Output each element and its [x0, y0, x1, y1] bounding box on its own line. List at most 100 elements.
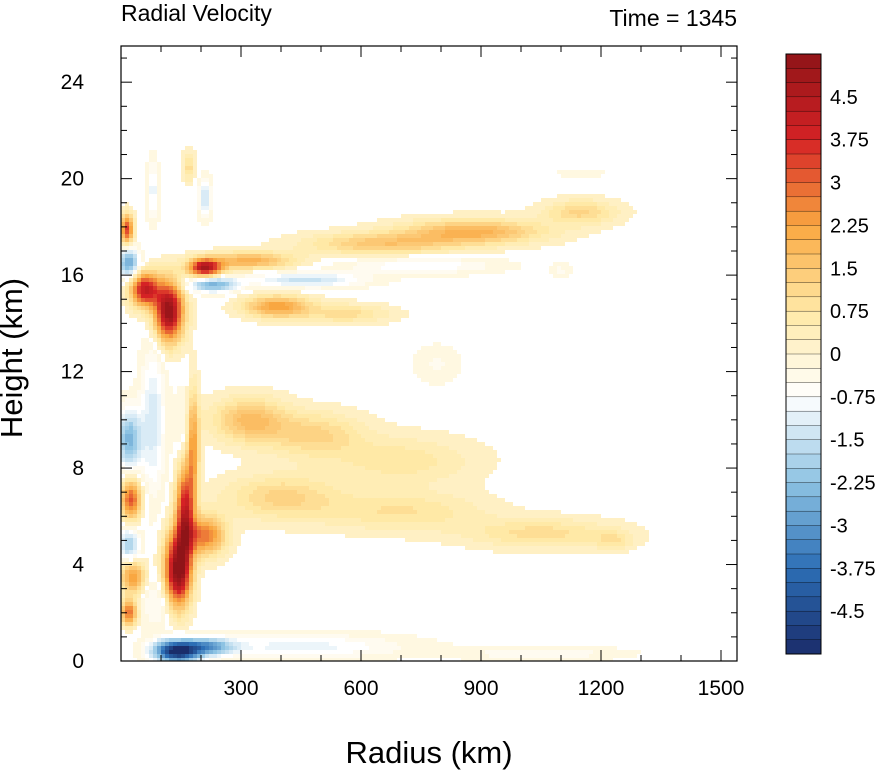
- heatmap-cell: [161, 286, 165, 290]
- heatmap-cell: [457, 222, 461, 226]
- heatmap-cell: [381, 474, 385, 478]
- heatmap-cell: [265, 398, 269, 402]
- heatmap-cell: [165, 454, 169, 458]
- heatmap-cell: [333, 474, 337, 478]
- heatmap-cell: [173, 414, 177, 418]
- heatmap-cell: [517, 506, 521, 510]
- heatmap-cell: [177, 450, 181, 454]
- heatmap-cell: [449, 258, 453, 262]
- heatmap-cell: [397, 222, 401, 226]
- heatmap-cell: [189, 346, 193, 350]
- heatmap-cell: [185, 438, 189, 442]
- heatmap-cell: [297, 406, 301, 410]
- heatmap-cell: [413, 370, 417, 374]
- heatmap-cell: [121, 262, 125, 266]
- heatmap-cell: [317, 430, 321, 434]
- heatmap-cell: [421, 498, 425, 502]
- heatmap-cell: [153, 446, 157, 450]
- heatmap-cell: [329, 270, 333, 274]
- heatmap-cell: [181, 170, 185, 174]
- heatmap-cell: [573, 198, 577, 202]
- heatmap-cell: [121, 494, 125, 498]
- heatmap-cell: [393, 506, 397, 510]
- heatmap-cell: [441, 250, 445, 254]
- heatmap-cell: [345, 470, 349, 474]
- heatmap-cell: [293, 506, 297, 510]
- heatmap-cell: [389, 218, 393, 222]
- heatmap-cell: [253, 454, 257, 458]
- heatmap-cell: [129, 510, 133, 514]
- heatmap-cell: [333, 306, 337, 310]
- heatmap-cell: [457, 230, 461, 234]
- heatmap-cell: [197, 182, 201, 186]
- heatmap-cell: [161, 258, 165, 262]
- heatmap-cell: [309, 422, 313, 426]
- heatmap-cell: [333, 414, 337, 418]
- heatmap-cell: [625, 206, 629, 210]
- heatmap-cell: [129, 454, 133, 458]
- heatmap-cell: [441, 478, 445, 482]
- heatmap-cell: [309, 230, 313, 234]
- heatmap-cell: [129, 446, 133, 450]
- heatmap-cell: [225, 426, 229, 430]
- heatmap-cell: [205, 210, 209, 214]
- heatmap-cell: [317, 318, 321, 322]
- heatmap-cell: [609, 206, 613, 210]
- heatmap-cell: [145, 218, 149, 222]
- heatmap-cell: [345, 234, 349, 238]
- heatmap-cell: [433, 346, 437, 350]
- heatmap-cell: [501, 214, 505, 218]
- heatmap-cell: [461, 434, 465, 438]
- heatmap-cell: [277, 310, 281, 314]
- heatmap-cell: [537, 242, 541, 246]
- heatmap-cell: [141, 362, 145, 366]
- heatmap-cell: [353, 478, 357, 482]
- heatmap-cell: [249, 438, 253, 442]
- heatmap-cell: [133, 410, 137, 414]
- heatmap-cell: [129, 246, 133, 250]
- heatmap-cell: [421, 238, 425, 242]
- heatmap-cell: [449, 458, 453, 462]
- heatmap-cell: [325, 422, 329, 426]
- heatmap-cell: [305, 454, 309, 458]
- heatmap-cell: [349, 274, 353, 278]
- heatmap-cell: [341, 502, 345, 506]
- heatmap-cell: [333, 286, 337, 290]
- heatmap-cell: [341, 410, 345, 414]
- heatmap-cell: [157, 282, 161, 286]
- heatmap-cell: [253, 470, 257, 474]
- heatmap-cell: [265, 314, 269, 318]
- heatmap-cell: [209, 426, 213, 430]
- heatmap-cell: [341, 418, 345, 422]
- heatmap-cell: [217, 478, 221, 482]
- heatmap-cell: [541, 210, 545, 214]
- heatmap-cell: [293, 266, 297, 270]
- heatmap-cell: [213, 486, 217, 490]
- heatmap-cell: [425, 222, 429, 226]
- heatmap-cell: [469, 246, 473, 250]
- heatmap-cell: [317, 282, 321, 286]
- heatmap-cell: [421, 470, 425, 474]
- heatmap-cell: [581, 222, 585, 226]
- heatmap-cell: [597, 174, 601, 178]
- heatmap-cell: [165, 418, 169, 422]
- heatmap-cell: [321, 234, 325, 238]
- heatmap-cell: [433, 434, 437, 438]
- heatmap-cell: [349, 278, 353, 282]
- heatmap-cell: [129, 450, 133, 454]
- heatmap-cell: [469, 482, 473, 486]
- heatmap-cell: [261, 422, 265, 426]
- heatmap-cell: [189, 310, 193, 314]
- heatmap-cell: [157, 418, 161, 422]
- heatmap-cell: [253, 442, 257, 446]
- heatmap-cell: [221, 270, 225, 274]
- heatmap-cell: [149, 450, 153, 454]
- heatmap-cell: [389, 306, 393, 310]
- heatmap-cell: [253, 402, 257, 406]
- heatmap-cell: [437, 242, 441, 246]
- heatmap-cell: [153, 274, 157, 278]
- heatmap-cell: [333, 458, 337, 462]
- heatmap-cell: [401, 226, 405, 230]
- heatmap-cell: [569, 174, 573, 178]
- heatmap-cell: [121, 242, 125, 246]
